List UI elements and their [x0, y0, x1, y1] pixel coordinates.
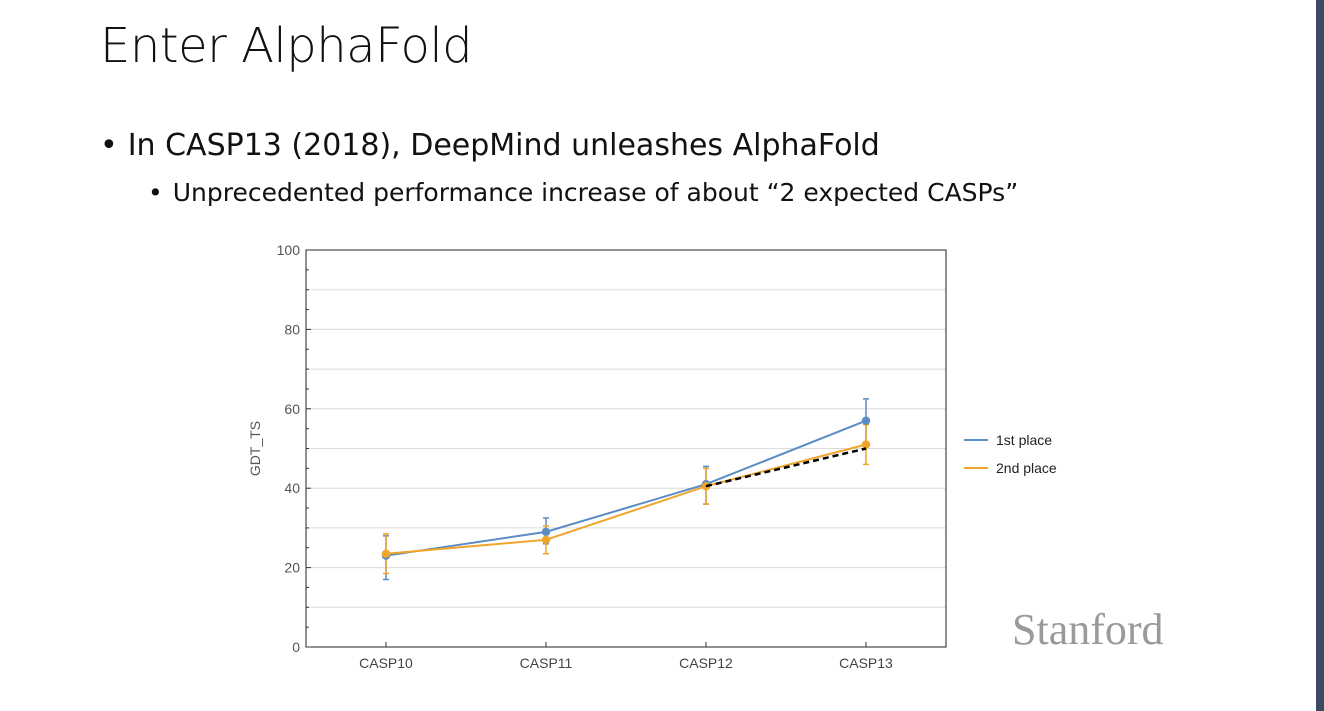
x-tick-label: CASP13 — [839, 655, 893, 671]
bullet-dot: • — [148, 178, 163, 207]
data-point — [541, 535, 551, 545]
series-line — [385, 419, 867, 557]
x-tick-label: CASP11 — [520, 655, 573, 671]
slide-title: Enter AlphaFold — [100, 18, 473, 74]
data-point — [861, 416, 871, 425]
slide-right-edge-bar — [1316, 0, 1324, 711]
data-point — [381, 549, 391, 558]
data-point — [701, 482, 711, 491]
series-1 — [383, 398, 869, 581]
x-tick-layer: CASP10 CASP11 CASP12 CASP13 — [359, 642, 893, 671]
x-tick-label: CASP12 — [679, 655, 733, 671]
y-tick-label: 0 — [292, 639, 300, 655]
grid-layer — [306, 289, 946, 608]
y-tick-label: 80 — [284, 321, 300, 337]
data-point — [861, 440, 871, 449]
series-2 — [383, 423, 869, 575]
legend-label: 1st place — [996, 432, 1052, 448]
projection-dashed-line — [705, 447, 867, 488]
bullet-1-text: In CASP13 (2018), DeepMind unleashes Alp… — [127, 128, 880, 163]
bullet-level-2: • Unprecedented performance increase of a… — [148, 178, 1018, 207]
bullet-2-text: Unprecedented performance increase of ab… — [172, 178, 1019, 207]
y-tick-label: 100 — [277, 242, 301, 258]
series-layer — [381, 398, 871, 581]
legend: 1st place 2nd place — [964, 432, 1057, 476]
y-tick-label: 40 — [284, 480, 300, 496]
y-tick-label: 20 — [284, 560, 300, 576]
gdt-ts-chart: 0 20 40 60 80 100 CASP10 CASP11 CASP12 CASP13 GD… — [247, 242, 1057, 671]
y-tick-label: 60 — [284, 401, 300, 417]
legend-label: 2nd place — [996, 460, 1057, 476]
y-tick-layer: 0 20 40 60 80 100 — [277, 242, 311, 655]
stanford-logo: Stanford — [1012, 605, 1164, 654]
bullet-level-1: • In CASP13 (2018), DeepMind unleashes Al… — [100, 128, 880, 163]
x-tick-label: CASP10 — [359, 655, 413, 671]
bullet-dot: • — [100, 128, 118, 163]
data-point — [541, 527, 551, 537]
series-line — [385, 443, 867, 555]
y-axis-label: GDT_TS — [247, 421, 263, 476]
